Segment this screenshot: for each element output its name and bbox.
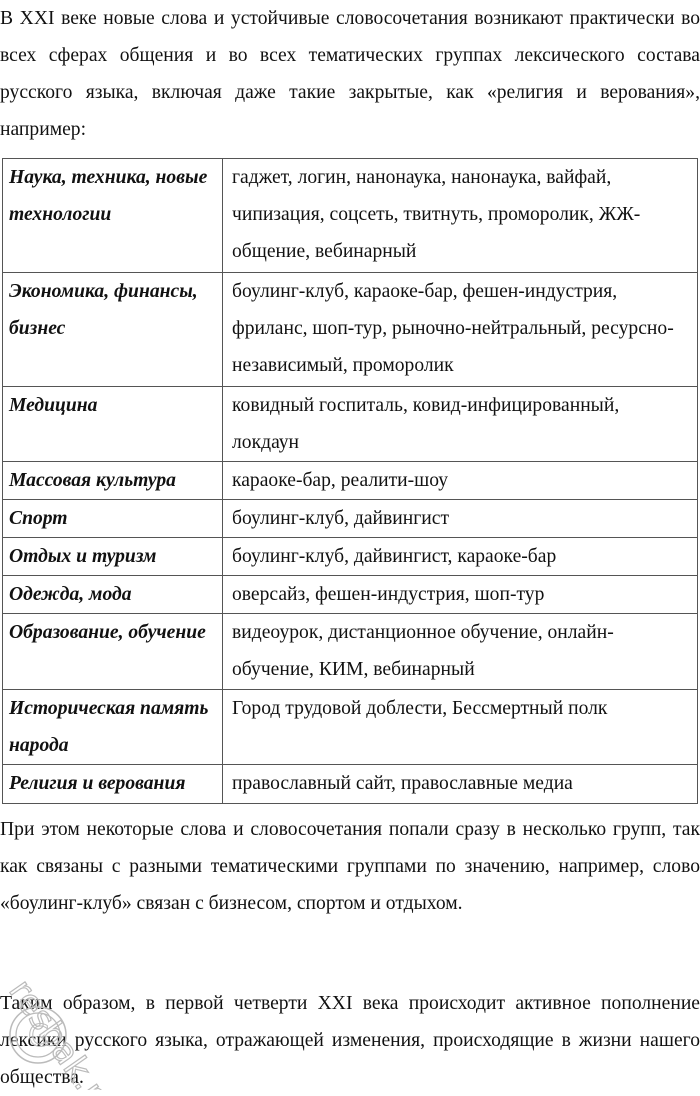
paragraph-groups: При этом некоторые слова и словосочетани…	[0, 819, 700, 914]
category-cell: Одежда, мода	[2, 575, 223, 614]
words-cell: боулинг-клуб, караоке-бар, фешен-индустр…	[222, 272, 698, 387]
table-row: Спорт боулинг-клуб, дайвингист	[2, 499, 698, 538]
category-cell: Экономика, финансы, бизнес	[2, 272, 223, 387]
category-cell: Историческая память народа	[2, 689, 223, 765]
table-row: Религия и верования православный сайт, пр…	[2, 764, 698, 804]
table-row: Отдых и туризм боулинг-клуб, дайвингист, …	[2, 537, 698, 576]
table-row: Одежда, мода оверсайз, фешен-индустрия, ш…	[2, 575, 698, 614]
table-row: Массовая культура караоке-бар, реалити-шо…	[2, 461, 698, 500]
category-cell: Спорт	[2, 499, 223, 538]
category-cell: Отдых и туризм	[2, 537, 223, 576]
words-cell: гаджет, логин, нанонаука, нанонаука, вай…	[222, 158, 698, 273]
words-cell: боулинг-клуб, дайвингист	[222, 499, 698, 538]
words-cell: православный сайт, православные медиа	[222, 764, 698, 804]
words-cell: караоке-бар, реалити-шоу	[222, 461, 698, 500]
words-cell: оверсайз, фешен-индустрия, шоп-тур	[222, 575, 698, 614]
words-cell: боулинг-клуб, дайвингист, караоке-бар	[222, 537, 698, 576]
category-cell: Массовая культура	[2, 461, 223, 500]
paragraph-conclusion: Таким образом, в первой четверти XXI век…	[0, 993, 700, 1088]
words-cell: ковидный госпиталь, ковид-инфицированный…	[222, 386, 698, 462]
table-row: Историческая память народа Город трудовой…	[2, 689, 698, 765]
words-cell: видеоурок, дистанционное обучение, онлай…	[222, 613, 698, 690]
words-cell: Город трудовой доблести, Бессмертный пол…	[222, 689, 698, 765]
intro-paragraph: В XXI веке новые слова и устойчивые слов…	[0, 8, 700, 140]
category-cell: Религия и верования	[2, 764, 223, 804]
table-row: Наука, техника, новые технологии гаджет, …	[2, 158, 698, 273]
vocabulary-table: Наука, техника, новые технологии гаджет, …	[2, 158, 698, 804]
table-row: Экономика, финансы, бизнес боулинг-клуб, …	[2, 272, 698, 387]
table-row: Медицина ковидный госпиталь, ковид-инфици…	[2, 386, 698, 462]
category-cell: Наука, техника, новые технологии	[2, 158, 223, 273]
category-cell: Медицина	[2, 386, 223, 462]
category-cell: Образование, обучение	[2, 613, 223, 690]
table-row: Образование, обучение видеоурок, дистанци…	[2, 613, 698, 690]
